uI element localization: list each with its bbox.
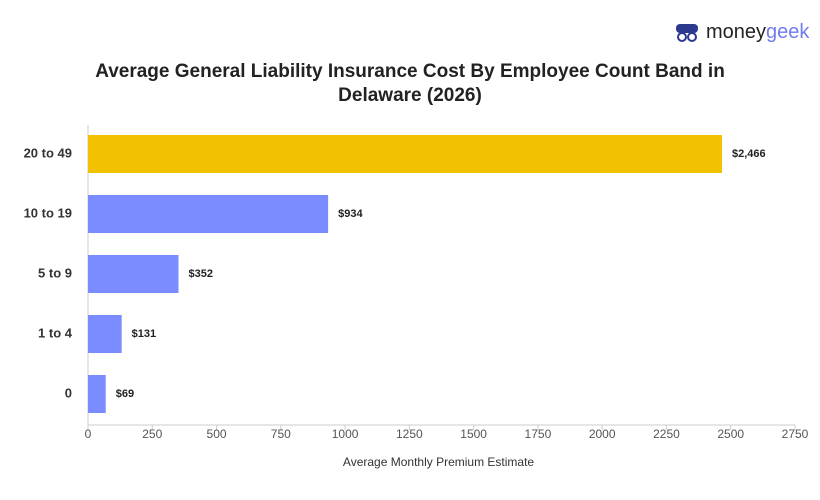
logo-text: geek — [766, 21, 810, 43]
y-tick-label: 1 to 4 — [38, 325, 73, 340]
y-tick-label: 0 — [65, 385, 72, 400]
logo: moneygeek — [674, 21, 809, 44]
bar — [88, 315, 122, 353]
x-tick-label: 2250 — [653, 427, 680, 441]
x-tick-label: 500 — [207, 427, 227, 441]
x-tick-label: 250 — [142, 427, 162, 441]
x-tick-label: 1500 — [460, 427, 487, 441]
x-tick-label: 1750 — [525, 427, 552, 441]
x-tick-label: 2750 — [782, 427, 809, 441]
y-tick-label: 5 to 9 — [38, 265, 72, 280]
x-tick-label: 2000 — [589, 427, 616, 441]
value-label: $131 — [132, 328, 156, 340]
x-tick-label: 0 — [85, 427, 92, 441]
chart-title: Average General Liability Insurance Cost… — [95, 61, 725, 106]
x-tick-label: 1000 — [332, 427, 359, 441]
bar — [88, 375, 106, 413]
x-tick-label: 750 — [271, 427, 291, 441]
bar — [88, 255, 179, 293]
value-label: $934 — [338, 208, 363, 220]
y-tick-label: 20 to 49 — [24, 145, 72, 160]
value-label: $2,466 — [732, 148, 766, 160]
x-axis-title: Average Monthly Premium Estimate — [343, 455, 535, 469]
x-tick-label: 1250 — [396, 427, 423, 441]
value-label: $69 — [116, 388, 134, 400]
y-tick-label: 10 to 19 — [24, 205, 72, 220]
bar — [88, 195, 329, 233]
logo-text: money — [706, 21, 767, 43]
x-tick-label: 2500 — [717, 427, 744, 441]
value-label: $352 — [188, 268, 212, 280]
logo-icon — [676, 23, 698, 42]
bar — [88, 135, 722, 173]
